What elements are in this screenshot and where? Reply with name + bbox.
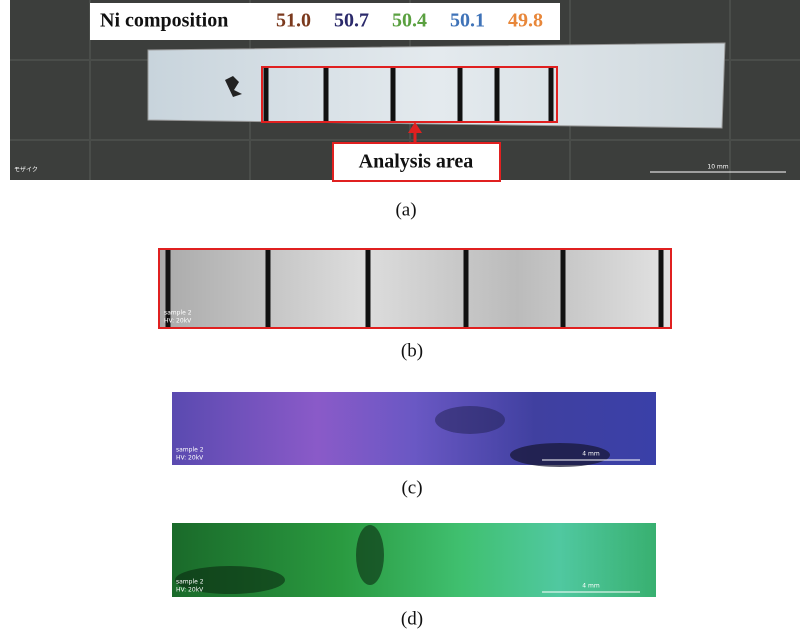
panel-b: sample 2 HV: 20kV (b) — [159, 249, 671, 361]
dark-region — [356, 525, 384, 585]
voltage-label: HV: 20kV — [164, 318, 192, 325]
ni-value: 49.8 — [508, 10, 543, 32]
ni-value: 50.1 — [450, 10, 485, 32]
sample-label: sample 2 — [164, 310, 192, 317]
scale-label: 4 mm — [582, 451, 600, 458]
voltage-label: HV: 20kV — [176, 587, 204, 594]
sample-label: sample 2 — [176, 447, 204, 454]
ni-value: 50.7 — [334, 10, 369, 32]
annotation: Analysis area — [359, 151, 474, 173]
figure: Analysis area モザイク 10 mm Ni composition … — [0, 0, 812, 635]
sample-label: sample 2 — [176, 579, 204, 586]
panel-c: sample 2 HV: 20kV 4 mm (c) — [172, 392, 656, 498]
caption: (b) — [401, 340, 423, 361]
caption: (a) — [395, 199, 416, 220]
panel-d: sample 2 HV: 20kV 4 mm (d) — [172, 523, 656, 629]
caption: (d) — [401, 608, 423, 629]
voltage-label: HV: 20kV — [176, 455, 204, 462]
scale-label: 10 mm — [707, 164, 728, 171]
sem-image — [160, 250, 670, 327]
header-label: Ni composition — [100, 10, 228, 32]
ni-value: 51.0 — [276, 10, 311, 32]
ni-value: 50.4 — [392, 10, 427, 32]
scale-label: 4 mm — [582, 583, 600, 590]
panel-a: Analysis area モザイク 10 mm Ni composition … — [0, 0, 800, 220]
dark-region — [435, 406, 505, 434]
caption: (c) — [401, 477, 422, 498]
corner-text: モザイク — [14, 167, 38, 174]
